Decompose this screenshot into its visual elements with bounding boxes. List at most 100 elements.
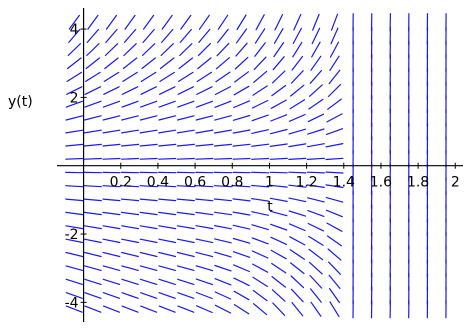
field-segment	[121, 129, 139, 134]
field-segment	[329, 41, 340, 58]
field-segment	[288, 157, 307, 160]
x-tick-label: 2	[451, 175, 460, 191]
field-segment	[103, 71, 120, 83]
field-segment	[288, 210, 306, 217]
field-segment	[214, 238, 232, 244]
field-segment	[307, 210, 325, 217]
field-segment	[232, 157, 251, 160]
field-segment	[158, 185, 177, 188]
field-segment	[251, 114, 269, 122]
field-segment	[328, 69, 341, 85]
field-segment	[214, 264, 232, 272]
y-axis-label: y(t)	[8, 94, 33, 110]
field-segment	[176, 157, 195, 160]
field-segment	[251, 198, 270, 202]
field-segment	[309, 69, 323, 84]
field-segment	[195, 265, 214, 272]
field-segment	[158, 129, 177, 134]
field-segment	[251, 184, 270, 188]
field-segment	[233, 100, 250, 109]
field-segment	[195, 238, 214, 244]
field-segment	[253, 303, 268, 316]
field-segment	[143, 14, 155, 30]
field-segment	[65, 100, 83, 108]
field-segment	[159, 57, 175, 70]
field-segment	[252, 263, 269, 273]
y-tick-label: 4	[70, 22, 79, 38]
field-segment	[65, 211, 84, 216]
field-segment	[326, 209, 343, 218]
field-segment	[177, 292, 195, 299]
field-segment	[196, 71, 213, 83]
field-segment	[251, 143, 270, 147]
field-segment	[235, 42, 248, 57]
field-segment	[290, 70, 304, 84]
field-segment	[255, 14, 265, 31]
field-segment	[307, 113, 325, 123]
field-segment	[176, 129, 195, 134]
field-segment	[120, 198, 140, 202]
field-segment	[158, 115, 177, 121]
field-segment	[120, 157, 140, 160]
field-segment	[291, 302, 304, 317]
field-segment	[272, 70, 286, 84]
field-segment	[195, 185, 214, 188]
field-segment	[158, 157, 177, 160]
field-segment	[215, 71, 231, 83]
field-segment	[214, 100, 232, 108]
field-segment	[84, 278, 102, 285]
x-tick-label: 1.4	[333, 175, 355, 191]
field-segment	[139, 265, 158, 271]
field-segment	[232, 237, 251, 244]
field-segment	[121, 225, 139, 230]
field-segment	[270, 99, 287, 109]
field-segment	[289, 99, 306, 110]
field-segment	[232, 129, 251, 134]
field-segment	[102, 143, 121, 147]
field-segment	[233, 304, 250, 315]
x-tick-label: 1.8	[407, 175, 429, 191]
field-segment	[158, 278, 176, 285]
field-segment	[65, 292, 83, 299]
field-segment	[254, 28, 266, 44]
field-segment	[158, 238, 177, 244]
y-tick-label: -4	[65, 295, 79, 311]
x-axis-label: t	[267, 199, 273, 215]
field-segment	[272, 56, 285, 71]
field-segment	[121, 115, 139, 121]
field-segment	[123, 28, 137, 44]
field-segment	[289, 249, 305, 260]
field-segment	[290, 262, 305, 275]
field-segment	[251, 171, 270, 174]
field-segment	[104, 57, 119, 70]
field-segment	[102, 251, 121, 258]
field-segment	[214, 278, 232, 286]
field-segment	[307, 128, 325, 135]
field-segment	[139, 115, 158, 121]
field-segment	[251, 211, 269, 216]
field-segment	[288, 143, 307, 148]
field-segment	[179, 28, 192, 44]
field-segment	[232, 198, 251, 202]
direction-field-segments	[65, 13, 447, 319]
field-segment	[234, 56, 249, 70]
field-segment	[236, 28, 248, 44]
field-segment	[251, 237, 269, 245]
field-segment	[325, 128, 344, 135]
field-segment	[329, 288, 340, 304]
field-segment	[307, 197, 325, 203]
field-segment	[195, 115, 214, 121]
field-segment	[215, 57, 230, 70]
field-segment	[120, 185, 140, 188]
field-segment	[271, 262, 287, 274]
field-segment	[213, 157, 233, 160]
x-tick-label: 1	[265, 175, 274, 191]
field-segment	[292, 27, 302, 45]
field-segment	[195, 143, 214, 147]
field-segment	[140, 305, 158, 313]
field-segment	[214, 85, 232, 96]
field-segment	[120, 211, 140, 216]
field-segment	[214, 251, 232, 258]
field-segment	[253, 56, 267, 71]
field-segment	[158, 211, 177, 216]
